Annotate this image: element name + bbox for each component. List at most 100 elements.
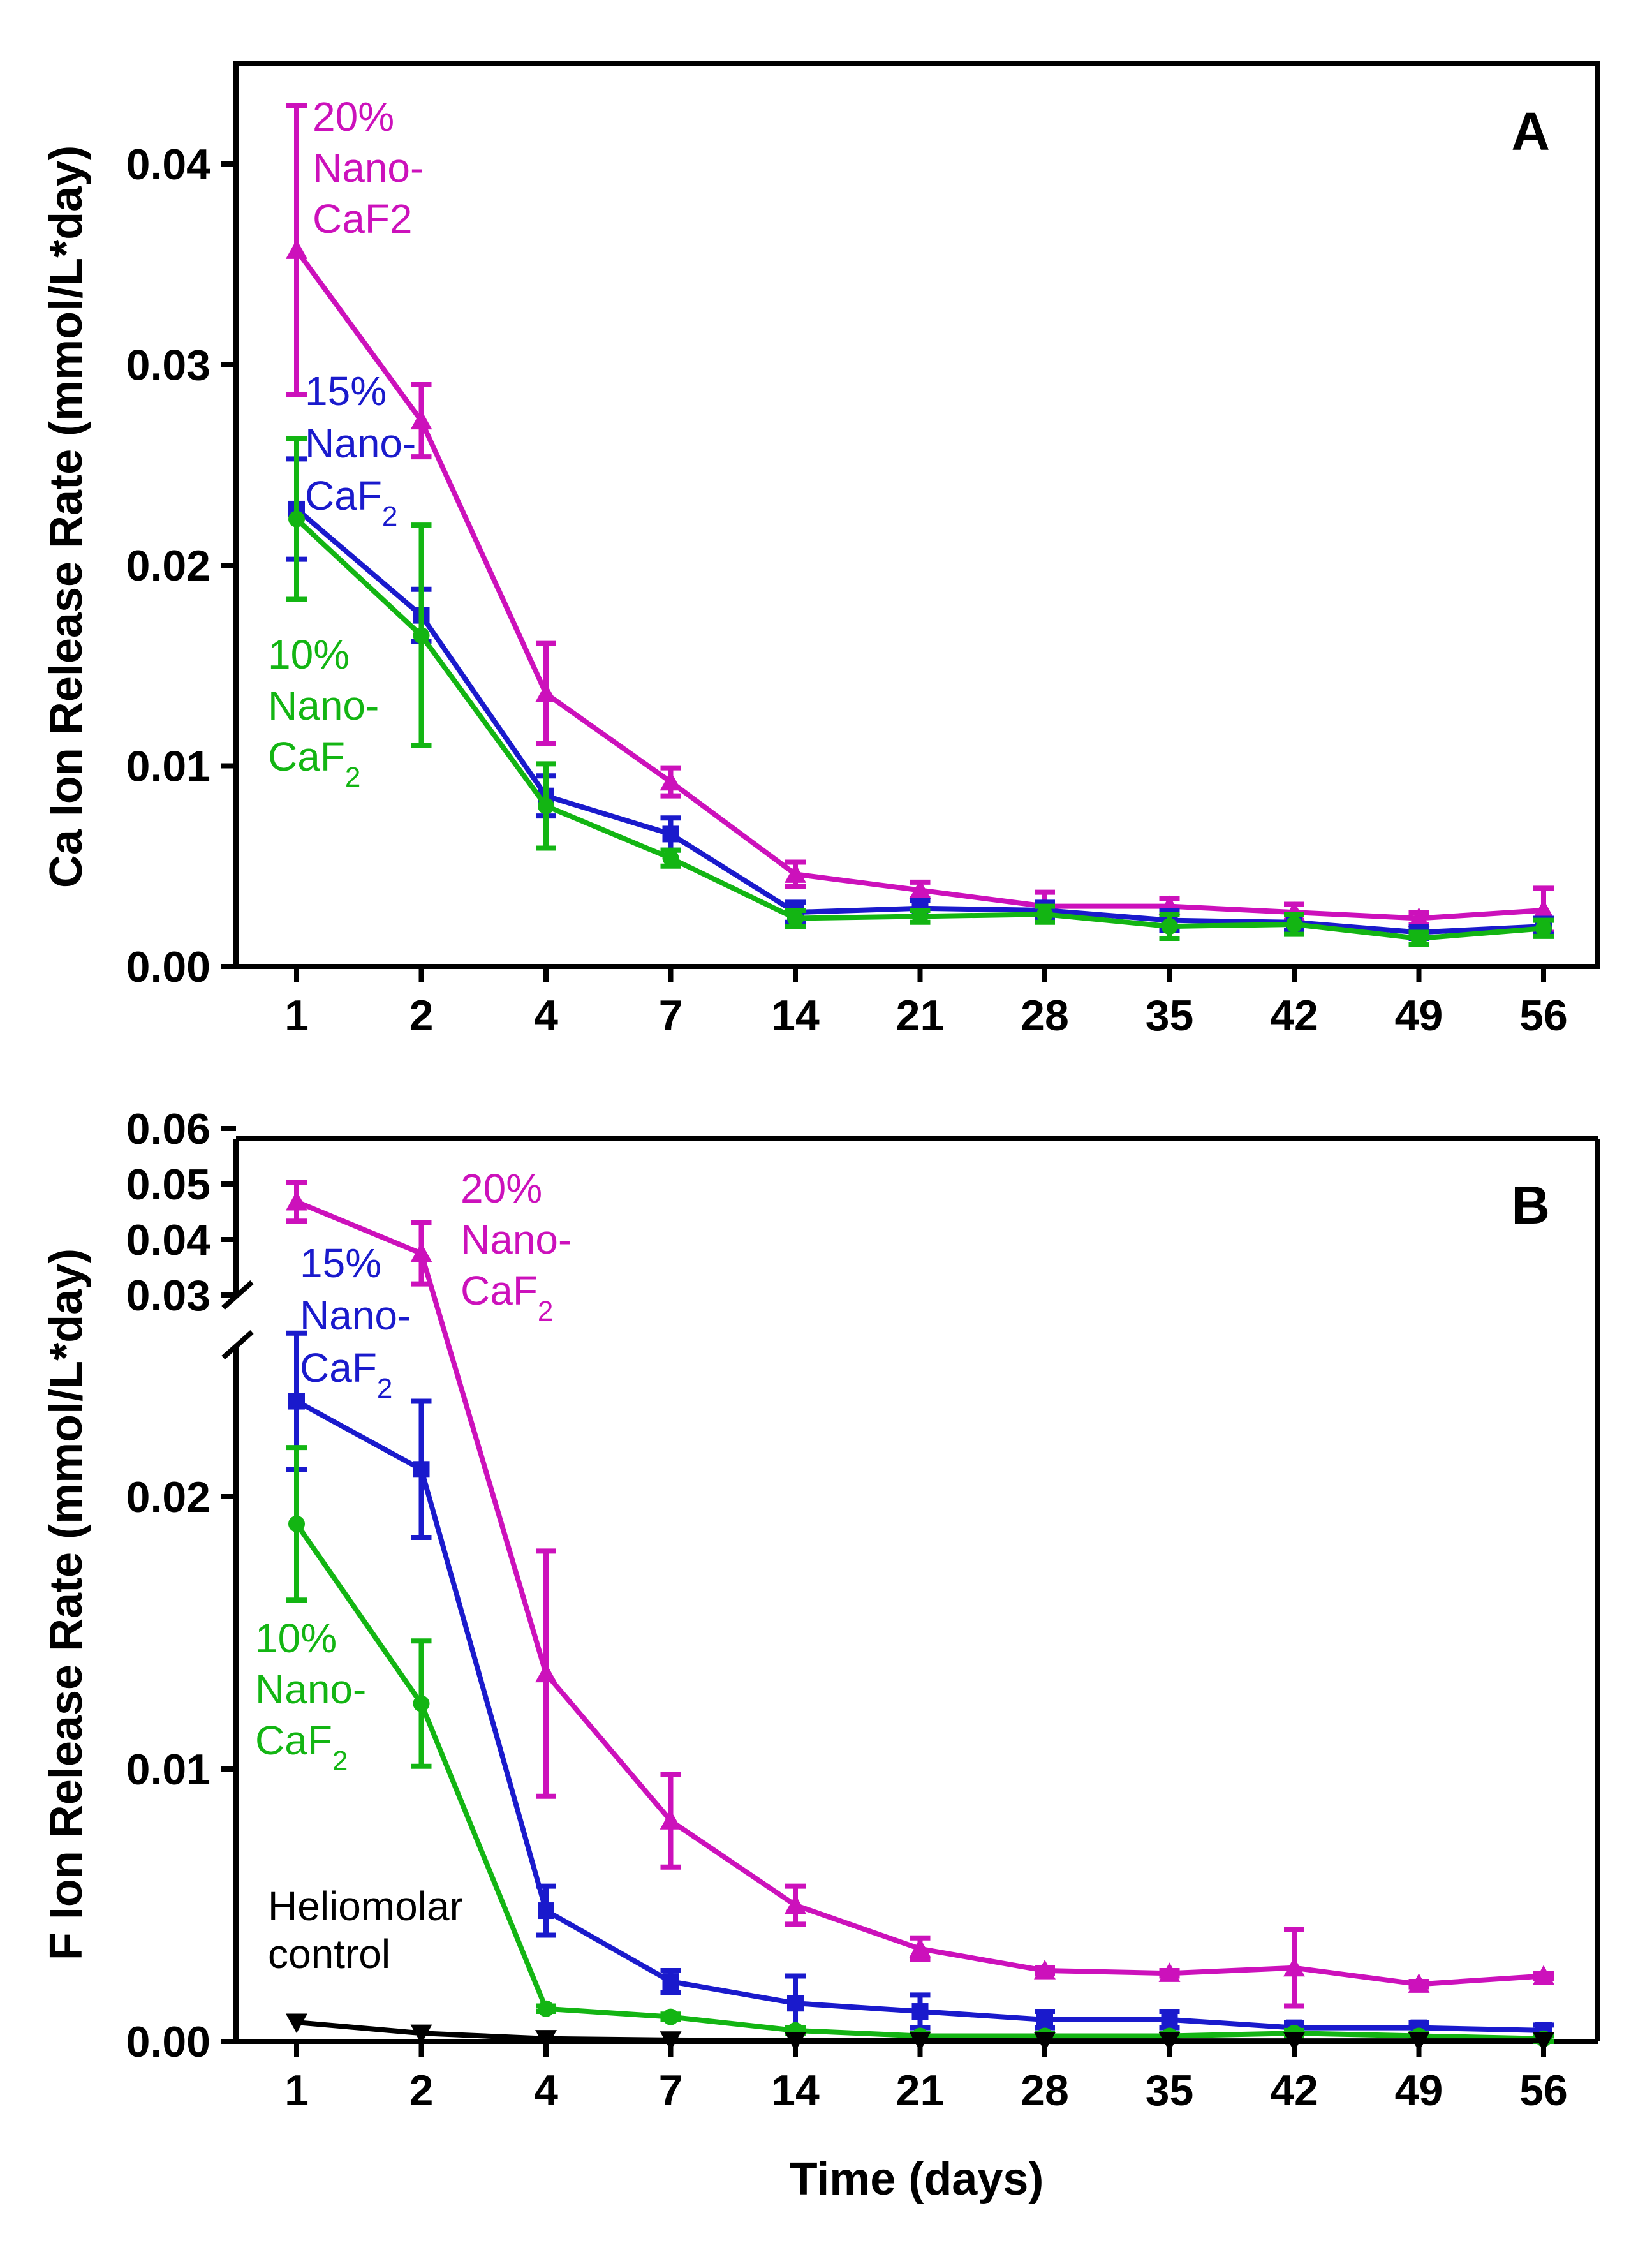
annotation-p15: 15% Nano- CaF2: [305, 368, 416, 532]
y-tick-label: 0.04: [126, 140, 211, 189]
data-point-p20: [660, 771, 682, 791]
annotation-line: CaF: [305, 473, 382, 519]
x-tick-label: 35: [1146, 991, 1194, 1040]
series-p20: [286, 103, 1554, 935]
annotation-p10: 10% Nano- CaF2: [255, 1615, 366, 1777]
series-line-p20: [295, 1199, 1544, 1987]
data-point-p15: [288, 1393, 305, 1410]
annotation-p15: 15% Nano- CaF2: [300, 1240, 411, 1404]
annotation-line: CaF: [268, 734, 345, 780]
annotation-line: Nano-: [255, 1666, 366, 1712]
data-point-p10: [413, 627, 430, 644]
annotation-p20: 20% Nano- CaF2: [461, 1166, 572, 1327]
annotation-line: 10%: [255, 1615, 337, 1661]
data-point-p15: [1036, 2011, 1053, 2028]
data-point-control: [535, 2030, 557, 2050]
data-point-p20: [535, 1662, 557, 1683]
annotation-line: 20%: [461, 1166, 542, 1211]
annotation-line: CaF: [461, 1268, 538, 1314]
annotation-line: Nano-: [305, 420, 416, 466]
x-tick-label: 42: [1270, 991, 1318, 1040]
panel-b-series: [286, 1180, 1554, 2052]
data-point-control: [660, 2031, 682, 2051]
data-point-p20: [1408, 907, 1430, 928]
data-point-p15: [1161, 2011, 1178, 2028]
panel-b-y-axis-title: F Ion Release Rate (mmol/L*day): [41, 1248, 92, 1960]
x-tick-label: 28: [1021, 2066, 1069, 2115]
x-tick-label: 49: [1395, 991, 1443, 1040]
data-point-p10: [288, 1515, 305, 1532]
y-tick-label: 0.00: [126, 943, 210, 991]
data-point-p10: [1410, 929, 1427, 947]
y-tick-label: 0.06: [126, 1105, 210, 1153]
panel-b-letter: B: [1511, 1175, 1550, 1235]
x-tick-label: 21: [896, 2066, 945, 2115]
data-point-p20: [785, 863, 806, 883]
data-point-p20: [410, 1242, 432, 1262]
x-tick-label: 2: [409, 991, 434, 1040]
x-tick-label: 4: [534, 2066, 558, 2115]
panel-a-chart: A 0.00 0.01 0.02 0.03 0.04 1 2 4 7 14 21 28 35 42 49 5…: [41, 61, 1600, 1040]
panel-a-frame: [233, 61, 1600, 969]
series-p10: [286, 436, 1554, 947]
data-point-p10: [1036, 906, 1053, 923]
annotation-line: CaF: [300, 1345, 377, 1391]
x-tick-label: 1: [284, 991, 309, 1040]
panel-b-axis-break-mark-1: [221, 1280, 254, 1310]
data-point-p10: [911, 908, 929, 925]
panel-b-axis-break-mark-2: [221, 1330, 254, 1359]
x-tick-label: 56: [1519, 991, 1568, 1040]
annotation-line: 15%: [300, 1240, 381, 1286]
panel-a-series: [286, 103, 1554, 947]
data-point-p10: [662, 850, 679, 867]
data-point-control: [1408, 2032, 1430, 2052]
annotation-subscript: 2: [382, 501, 397, 532]
series-p20: [286, 1180, 1554, 2009]
y-tick-label: 0.04: [126, 1216, 211, 1264]
y-tick-label: 0.03: [126, 341, 210, 390]
data-point-p10: [288, 510, 305, 528]
data-point-p20: [909, 1937, 931, 1958]
panel-a-letter: A: [1511, 101, 1550, 161]
annotation-p20: 20% Nano- CaF2: [313, 94, 424, 242]
data-point-p20: [1283, 1957, 1305, 1977]
annotation-line: CaF2: [313, 196, 413, 242]
data-point-p20: [1408, 1973, 1430, 1993]
data-point-p20: [1034, 1959, 1056, 1980]
data-point-p20: [410, 410, 432, 430]
annotation-line: 10%: [268, 632, 350, 677]
y-tick-label: 0.02: [126, 1473, 210, 1521]
data-point-control: [785, 2032, 806, 2052]
data-point-p20: [535, 683, 557, 702]
x-tick-label: 2: [409, 2066, 434, 2115]
panel-b-y-axis: 0.00 0.01 0.02 0.03 0.04 0.05 0.06: [126, 1105, 236, 2066]
data-point-p20: [286, 1190, 307, 1211]
data-point-control: [1283, 2032, 1305, 2052]
annotation-control: Heliomolar control: [268, 1883, 463, 1977]
panel-b-x-axis: 1 2 4 7 14 21 28 35 42 49 56: [284, 2041, 1568, 2115]
data-point-p20: [286, 239, 307, 259]
data-point-p20: [1533, 1965, 1554, 1985]
panel-a-y-axis: 0.00 0.01 0.02 0.03 0.04: [126, 140, 236, 991]
data-point-p15: [413, 1461, 430, 1478]
x-tick-label: 42: [1270, 2066, 1318, 2115]
data-point-p15: [911, 2003, 929, 2020]
data-point-control: [1158, 2032, 1181, 2052]
data-point-p10: [662, 2008, 679, 2025]
data-point-p10: [787, 910, 804, 927]
data-point-control: [909, 2032, 931, 2052]
series-p15: [286, 456, 1554, 941]
annotation-line: Nano-: [300, 1292, 411, 1338]
x-tick-label: 7: [659, 991, 683, 1040]
annotation-line: 15%: [305, 368, 387, 414]
data-point-p15: [662, 825, 679, 843]
data-point-p10: [1286, 915, 1302, 933]
series-line-p20: [294, 248, 1544, 921]
annotation-line: Nano-: [313, 145, 424, 191]
annotation-subscript: 2: [538, 1296, 553, 1327]
data-point-p10: [413, 1695, 430, 1712]
data-point-p20: [785, 1894, 806, 1914]
annotation-line: Nano-: [268, 683, 379, 729]
